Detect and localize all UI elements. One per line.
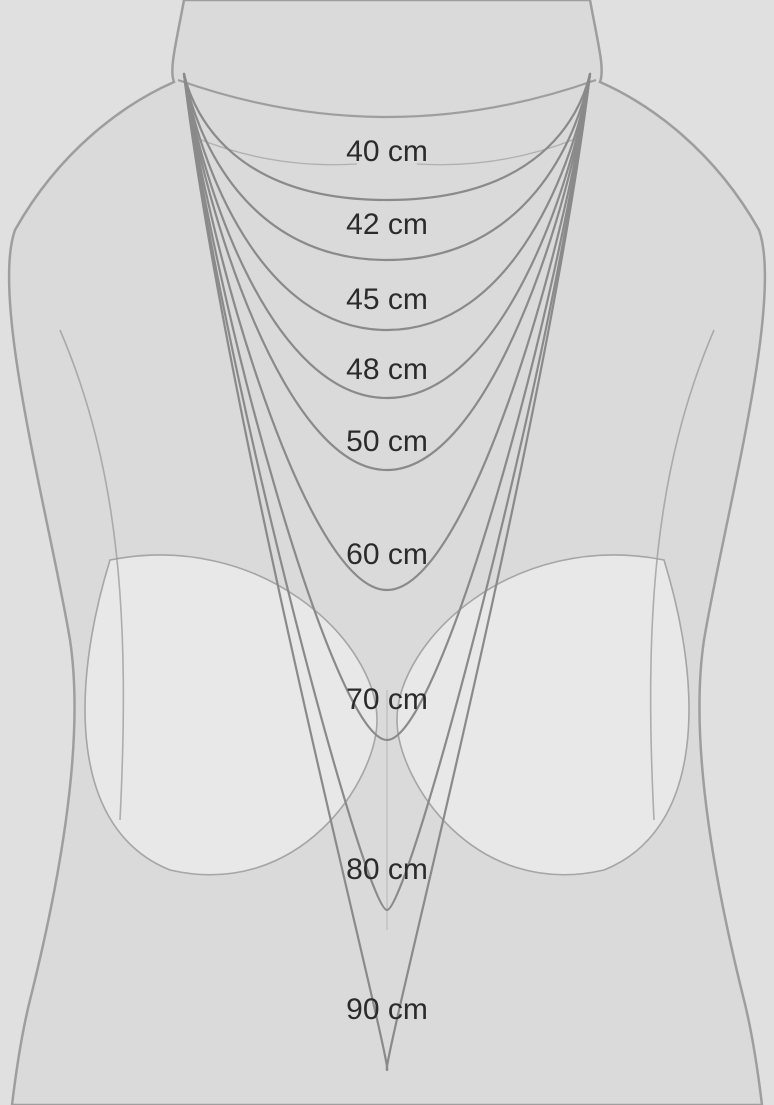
chain-label-7: 80 cm <box>346 853 428 887</box>
chain-label-4: 50 cm <box>346 425 428 459</box>
necklace-size-chart: 40 cm 42 cm 45 cm 48 cm 50 cm 60 cm 70 cm 80 cm… <box>0 0 774 1105</box>
chain-label-8: 90 cm <box>346 993 428 1027</box>
chain-label-3: 48 cm <box>346 353 428 387</box>
chain-label-6: 70 cm <box>346 683 428 717</box>
chain-label-0: 40 cm <box>346 135 428 169</box>
chain-label-2: 45 cm <box>346 283 428 317</box>
chain-label-5: 60 cm <box>346 538 428 572</box>
chain-label-1: 42 cm <box>346 208 428 242</box>
